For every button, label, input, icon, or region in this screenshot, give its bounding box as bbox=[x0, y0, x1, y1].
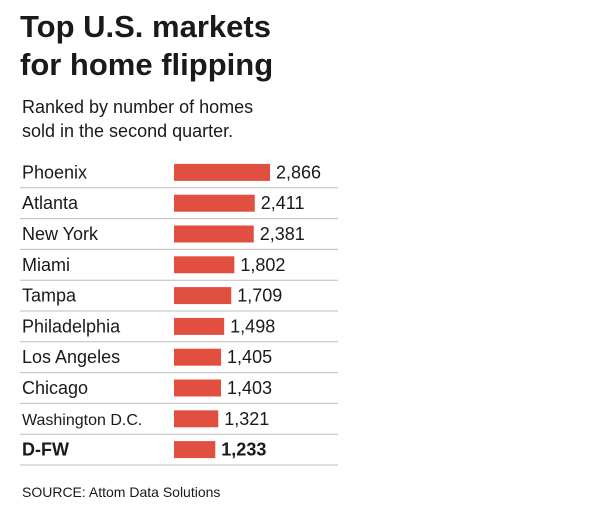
category-label: Atlanta bbox=[22, 193, 79, 213]
bar bbox=[174, 317, 225, 335]
category-label: Chicago bbox=[22, 378, 88, 398]
value-label: 1,405 bbox=[227, 347, 272, 367]
bar bbox=[174, 194, 255, 212]
value-label: 2,411 bbox=[261, 193, 305, 213]
bar bbox=[174, 410, 219, 428]
category-label: Tampa bbox=[22, 286, 77, 306]
bar bbox=[174, 256, 235, 274]
value-label: 2,866 bbox=[276, 162, 321, 182]
value-label: 1,709 bbox=[237, 286, 282, 306]
category-label: Washington D.C. bbox=[22, 412, 142, 429]
bar bbox=[174, 163, 270, 181]
category-label: New York bbox=[22, 224, 99, 244]
value-label: 1,321 bbox=[224, 409, 269, 429]
category-label: Miami bbox=[22, 255, 70, 275]
bar bbox=[174, 348, 222, 366]
bar bbox=[174, 225, 254, 243]
category-label: Los Angeles bbox=[22, 347, 120, 367]
subtitle-line-2: sold in the second quarter. bbox=[22, 121, 234, 141]
value-label: 2,381 bbox=[260, 224, 305, 244]
title-line-1: Top U.S. markets bbox=[20, 9, 271, 44]
bar bbox=[174, 287, 232, 305]
category-label: D-FW bbox=[22, 440, 69, 460]
title-line-2: for home flipping bbox=[20, 47, 274, 82]
source-note: SOURCE: Attom Data Solutions bbox=[22, 484, 221, 500]
category-label: Phoenix bbox=[22, 162, 87, 182]
subtitle-line-1: Ranked by number of homes bbox=[22, 97, 254, 117]
chart-subtitle: Ranked by number of homes sold in the se… bbox=[22, 95, 462, 143]
value-label: 1,498 bbox=[230, 316, 275, 336]
chart-title: Top U.S. markets for home flipping bbox=[20, 8, 580, 84]
bar bbox=[174, 379, 221, 397]
value-label: 1,233 bbox=[221, 440, 266, 460]
bar bbox=[174, 441, 216, 459]
value-label: 1,802 bbox=[240, 255, 285, 275]
category-label: Philadelphia bbox=[22, 316, 121, 336]
value-label: 1,403 bbox=[227, 378, 272, 398]
